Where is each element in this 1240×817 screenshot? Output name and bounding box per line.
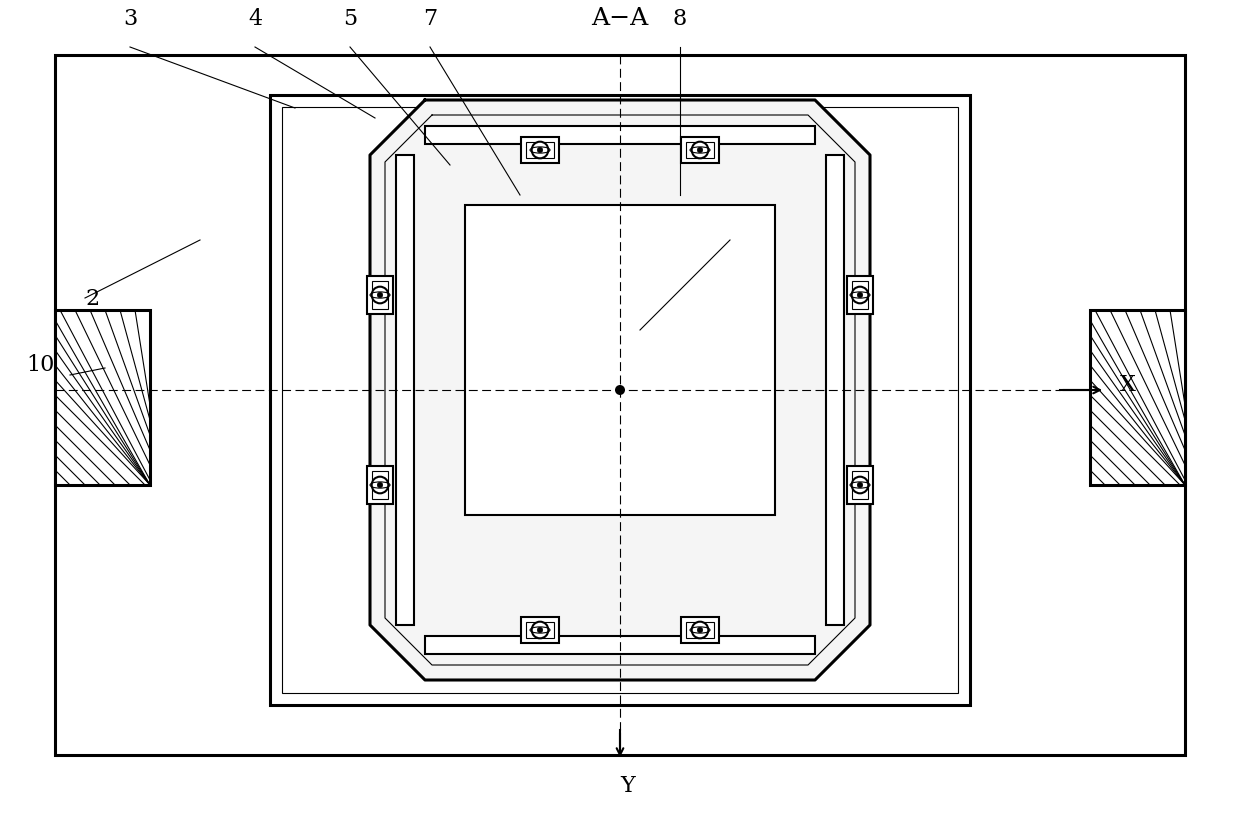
- Circle shape: [377, 292, 383, 297]
- Bar: [465, 205, 775, 515]
- Bar: [55, 55, 1185, 755]
- Bar: [55, 310, 150, 485]
- Circle shape: [697, 147, 703, 153]
- Circle shape: [692, 141, 708, 158]
- Bar: [281, 107, 959, 693]
- Bar: [847, 466, 873, 504]
- Bar: [425, 126, 815, 144]
- Text: 4: 4: [248, 8, 262, 30]
- Circle shape: [857, 292, 863, 297]
- Bar: [396, 155, 414, 625]
- Text: 5: 5: [343, 8, 357, 30]
- Bar: [526, 142, 554, 158]
- Polygon shape: [370, 100, 870, 680]
- Circle shape: [377, 482, 383, 488]
- Bar: [1090, 310, 1185, 485]
- Text: 10: 10: [26, 354, 55, 376]
- Bar: [270, 95, 970, 705]
- Circle shape: [615, 385, 625, 395]
- Circle shape: [852, 287, 868, 303]
- Text: 9: 9: [652, 328, 668, 351]
- Text: 0: 0: [627, 415, 642, 437]
- Bar: [367, 276, 393, 314]
- Bar: [681, 617, 719, 643]
- Text: 2: 2: [86, 288, 99, 310]
- Text: 8: 8: [673, 8, 687, 30]
- Bar: [681, 137, 719, 163]
- Bar: [425, 636, 815, 654]
- Bar: [826, 155, 844, 625]
- Circle shape: [697, 627, 703, 632]
- Circle shape: [537, 147, 543, 153]
- Circle shape: [537, 627, 543, 632]
- Circle shape: [532, 141, 548, 158]
- Bar: [852, 471, 868, 499]
- Bar: [847, 276, 873, 314]
- Bar: [852, 281, 868, 309]
- Text: 3: 3: [123, 8, 138, 30]
- Circle shape: [372, 287, 388, 303]
- Circle shape: [857, 482, 863, 488]
- Bar: [686, 142, 714, 158]
- Circle shape: [692, 622, 708, 638]
- Bar: [521, 137, 559, 163]
- Bar: [686, 622, 714, 638]
- Bar: [372, 471, 388, 499]
- Bar: [526, 622, 554, 638]
- Text: Y: Y: [621, 775, 635, 797]
- Circle shape: [532, 622, 548, 638]
- Text: 7: 7: [423, 8, 436, 30]
- Bar: [521, 617, 559, 643]
- Circle shape: [852, 476, 868, 493]
- Text: A−A: A−A: [591, 7, 649, 30]
- Text: X: X: [1120, 374, 1136, 396]
- Bar: [367, 466, 393, 504]
- Bar: [372, 281, 388, 309]
- Circle shape: [372, 476, 388, 493]
